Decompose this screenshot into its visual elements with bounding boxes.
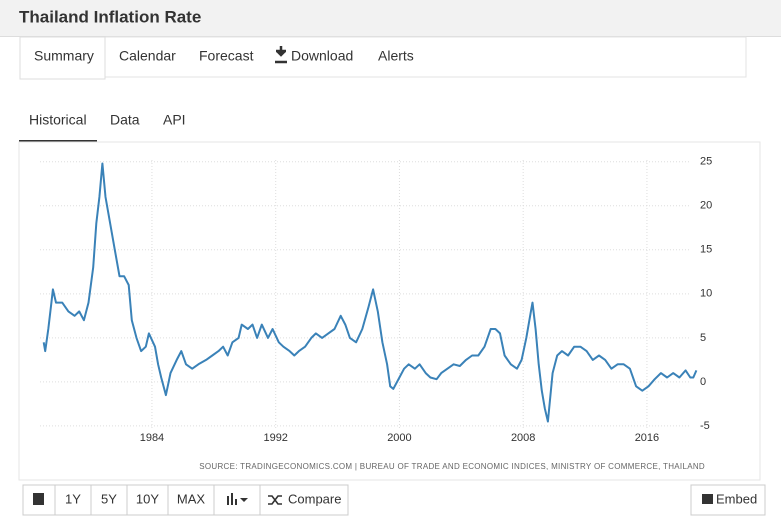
active-tab <box>19 36 106 80</box>
range-button[interactable] <box>126 484 169 516</box>
x-tick-label: 2008 <box>511 432 535 444</box>
source-note: SOURCE: TRADINGECONOMICS.COM | BUREAU OF… <box>199 462 705 471</box>
y-tick-label: 25 <box>700 156 712 168</box>
x-tick-label: 2000 <box>387 432 411 444</box>
tab[interactable]: Alerts <box>378 48 414 64</box>
compare-label[interactable]: Compare <box>288 491 341 506</box>
tab[interactable]: Calendar <box>119 48 176 64</box>
series-line <box>42 162 698 423</box>
tab[interactable]: Forecast <box>199 48 254 64</box>
range-button-label[interactable]: MAX <box>177 491 206 506</box>
y-tick-label: -5 <box>700 420 710 432</box>
range-button[interactable] <box>90 484 128 516</box>
subtab[interactable]: Historical <box>29 112 87 128</box>
embed-icon <box>702 494 713 504</box>
title-bar <box>0 0 781 36</box>
range-button[interactable] <box>167 484 215 516</box>
subtab[interactable]: Data <box>110 112 140 128</box>
range-button[interactable] <box>54 484 92 516</box>
download-icon <box>275 46 287 64</box>
x-tick-label: 1992 <box>263 432 287 444</box>
subtab[interactable]: API <box>163 112 186 128</box>
y-tick-label: 15 <box>700 244 712 256</box>
x-tick-label: 2016 <box>635 432 659 444</box>
tab[interactable]: Summary <box>34 48 94 64</box>
range-button-label[interactable]: 1Y <box>65 491 81 506</box>
range-button-label[interactable]: 5Y <box>101 491 117 506</box>
x-tick-label: 1984 <box>140 432 164 444</box>
y-tick-label: 5 <box>700 332 706 344</box>
page-title: Thailand Inflation Rate <box>19 7 201 26</box>
embed-label[interactable]: Embed <box>716 491 757 506</box>
y-tick-label: 10 <box>700 288 712 300</box>
compare-icon <box>268 495 282 505</box>
calendar-icon <box>33 493 44 505</box>
range-button-label[interactable]: 10Y <box>136 491 159 506</box>
y-tick-label: 0 <box>700 376 706 388</box>
chart-box <box>18 141 761 481</box>
y-tick-label: 20 <box>700 200 712 212</box>
chart-type-icon <box>227 493 248 505</box>
tab[interactable]: Download <box>291 48 353 64</box>
subtab-underline <box>19 140 97 142</box>
